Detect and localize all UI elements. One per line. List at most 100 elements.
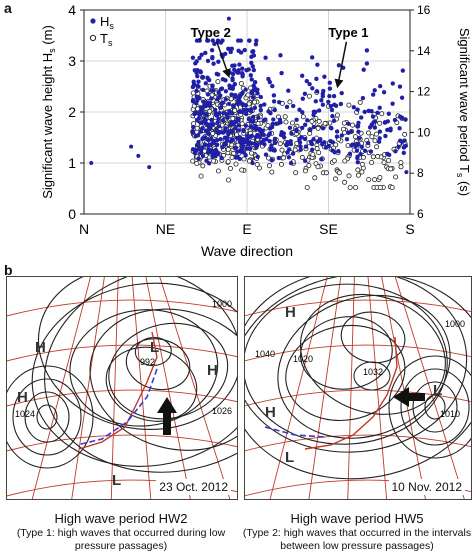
- panel-label-b: b: [4, 262, 13, 278]
- ts-point: [278, 161, 284, 167]
- hs-point: [215, 38, 221, 43]
- hs-point: [248, 123, 253, 129]
- hs-point: [278, 53, 283, 58]
- ts-point: [228, 96, 234, 102]
- latitude-line: [7, 389, 237, 407]
- hs-point: [194, 88, 199, 94]
- hs-point: [333, 103, 339, 109]
- hs-point: [259, 140, 264, 145]
- hs-point: [271, 117, 276, 122]
- hs-point: [228, 139, 234, 144]
- hs-point: [248, 73, 254, 78]
- hs-point: [246, 140, 252, 145]
- hs-point: [298, 147, 303, 152]
- ts-point: [346, 102, 352, 108]
- annotation-label: Type 1: [328, 25, 368, 40]
- hs-point: [243, 111, 249, 117]
- hs-point: [355, 107, 360, 112]
- hs-point: [266, 76, 271, 82]
- hs-point: [311, 124, 316, 130]
- ts-point: [347, 184, 353, 190]
- ts-point: [374, 144, 380, 150]
- hs-point: [199, 145, 205, 150]
- hs-point: [319, 156, 324, 162]
- hs-point: [232, 94, 238, 100]
- hs-point: [364, 61, 370, 66]
- hs-point: [314, 76, 319, 82]
- hs-point: [359, 115, 364, 120]
- hs-point: [240, 90, 245, 96]
- hs-point: [403, 117, 408, 122]
- hs-point: [201, 99, 206, 104]
- hs-point: [240, 74, 245, 79]
- hs-point: [260, 128, 265, 134]
- latitude-line: [7, 299, 237, 317]
- hs-point: [266, 133, 271, 138]
- hs-point: [253, 42, 259, 47]
- isobar: [7, 365, 94, 469]
- hs-point: [264, 136, 269, 142]
- hs-point: [319, 98, 324, 103]
- legend-hs-marker: [90, 18, 96, 24]
- ts-point: [359, 161, 365, 167]
- hs-point: [288, 160, 294, 166]
- hs-point: [211, 61, 216, 66]
- isobar: [12, 378, 82, 456]
- hs-point: [230, 77, 235, 83]
- hs-point: [361, 67, 366, 72]
- hs-point: [194, 100, 199, 106]
- isobar: [412, 381, 458, 433]
- ts-point: [194, 160, 200, 166]
- hs-point: [328, 125, 334, 131]
- hs-point: [362, 109, 367, 115]
- hs-point: [289, 131, 294, 136]
- ts-point: [377, 174, 383, 180]
- hs-point: [401, 150, 406, 156]
- isobar: [245, 283, 448, 445]
- hs-point: [386, 111, 391, 117]
- hs-point: [250, 160, 255, 166]
- ytick-label-right: 14: [417, 44, 431, 58]
- ts-point: [365, 130, 371, 136]
- hs-point: [300, 73, 305, 79]
- ts-point: [336, 170, 342, 176]
- hs-point: [254, 38, 259, 43]
- hs-point: [258, 107, 263, 113]
- ts-point: [352, 134, 358, 140]
- hs-point: [198, 69, 203, 74]
- hs-point: [221, 111, 227, 116]
- isobar: [44, 277, 237, 473]
- hs-point: [362, 148, 368, 153]
- hs-point: [210, 38, 216, 43]
- hs-point: [243, 153, 248, 158]
- hs-point: [252, 85, 257, 90]
- hs-point: [399, 95, 405, 100]
- hs-point: [401, 145, 407, 150]
- hs-point: [197, 55, 202, 61]
- xtick-label: E: [242, 221, 251, 237]
- ts-point: [306, 162, 312, 168]
- ts-point: [323, 170, 329, 176]
- hs-point: [390, 101, 395, 106]
- hs-point: [211, 122, 216, 127]
- hs-point: [308, 139, 314, 145]
- hs-point: [303, 122, 308, 128]
- isobar: [285, 324, 406, 422]
- hs-point: [203, 81, 209, 86]
- hs-point: [269, 157, 274, 163]
- hs-point: [206, 124, 212, 130]
- hs-point: [216, 90, 221, 95]
- hs-point: [320, 141, 325, 147]
- longitude-line: [308, 277, 342, 499]
- hs-point: [228, 109, 233, 115]
- hs-point: [243, 123, 249, 128]
- hs-point: [248, 107, 254, 112]
- hs-point: [219, 155, 224, 161]
- longitude-line: [381, 277, 426, 499]
- pressure-system-symbol: H: [17, 389, 28, 406]
- latitude-line: [245, 434, 471, 452]
- hs-point: [329, 107, 335, 113]
- hs-point: [320, 126, 326, 131]
- hs-point: [196, 139, 201, 145]
- map-date-1: 23 Oct. 2012: [156, 479, 231, 495]
